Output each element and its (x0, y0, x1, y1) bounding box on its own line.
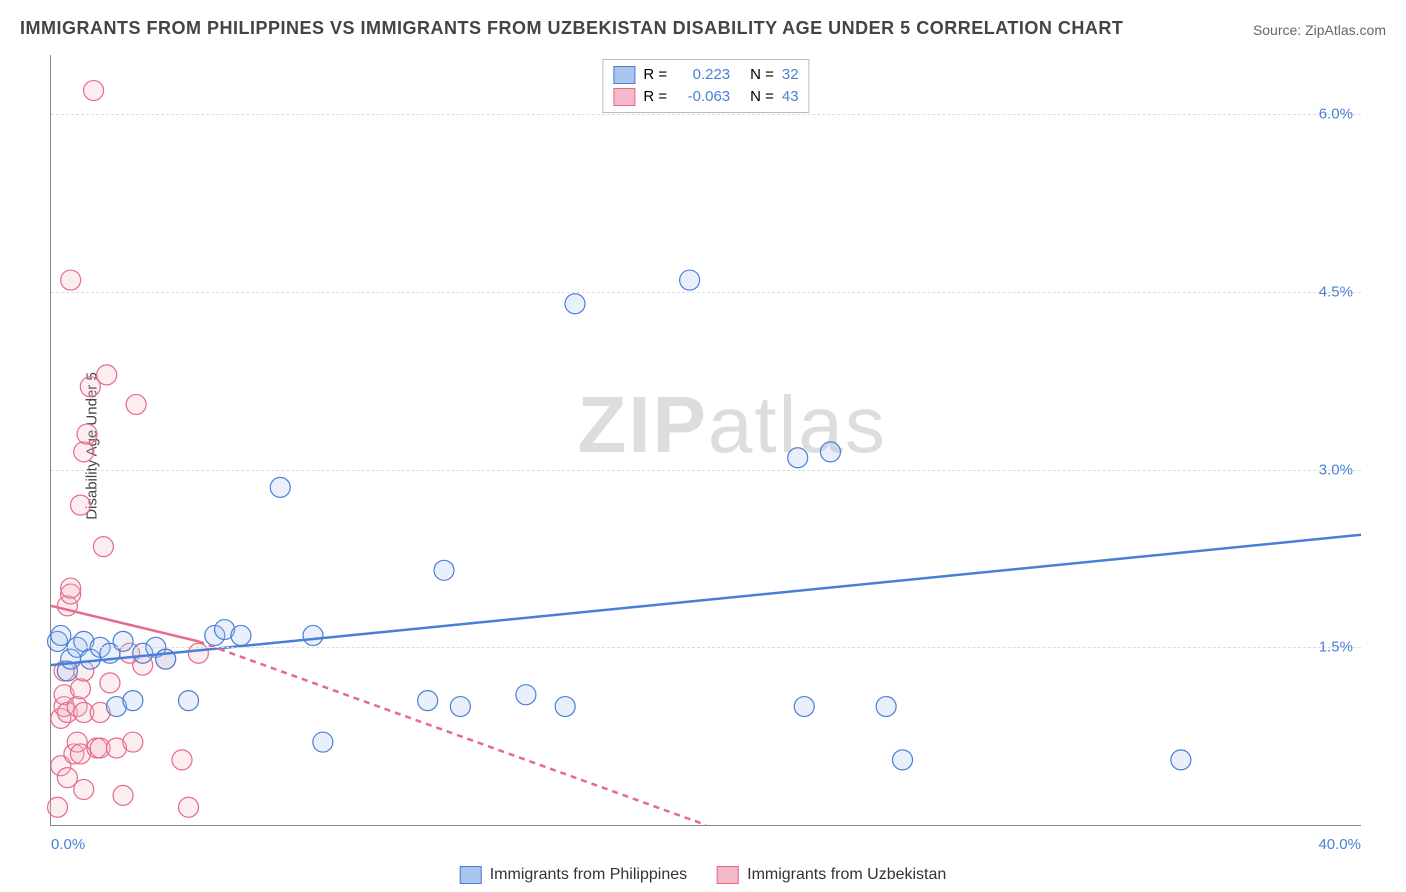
chart-title: IMMIGRANTS FROM PHILIPPINES VS IMMIGRANT… (20, 18, 1123, 39)
data-point (450, 697, 470, 717)
data-point (123, 732, 143, 752)
swatch-philippines (613, 66, 635, 84)
data-point (61, 270, 81, 290)
data-point (788, 448, 808, 468)
data-point (794, 697, 814, 717)
data-point (1171, 750, 1191, 770)
data-point (434, 560, 454, 580)
gridline (51, 292, 1361, 293)
data-point (820, 442, 840, 462)
data-point (77, 424, 97, 444)
data-point (516, 685, 536, 705)
swatch-philippines (460, 866, 482, 884)
data-point (303, 625, 323, 645)
legend-row-uzbekistan: R = -0.063 N = 43 (613, 86, 798, 108)
data-point (680, 270, 700, 290)
swatch-uzbekistan (717, 866, 739, 884)
data-point (84, 81, 104, 101)
data-point (555, 697, 575, 717)
trend-line (198, 641, 706, 825)
data-point (418, 691, 438, 711)
data-point (876, 697, 896, 717)
data-point (70, 679, 90, 699)
data-point (70, 495, 90, 515)
data-point (113, 785, 133, 805)
scatter-svg (51, 55, 1361, 825)
trend-line (51, 535, 1361, 665)
data-point (126, 394, 146, 414)
y-tick-label: 4.5% (1319, 283, 1353, 300)
y-tick-label: 6.0% (1319, 106, 1353, 123)
data-point (113, 631, 133, 651)
data-point (123, 691, 143, 711)
data-point (93, 537, 113, 557)
data-point (231, 625, 251, 645)
x-tick-label: 0.0% (51, 836, 85, 853)
data-point (74, 442, 94, 462)
data-point (97, 365, 117, 385)
gridline (51, 114, 1361, 115)
swatch-uzbekistan (613, 88, 635, 106)
x-tick-label: 40.0% (1318, 836, 1361, 853)
data-point (48, 797, 68, 817)
plot-area: ZIPatlas R = 0.223 N = 32 R = -0.063 N =… (50, 55, 1361, 826)
data-point (179, 797, 199, 817)
legend-item-philippines: Immigrants from Philippines (460, 866, 687, 884)
data-point (100, 673, 120, 693)
legend-item-uzbekistan: Immigrants from Uzbekistan (717, 866, 946, 884)
data-point (270, 477, 290, 497)
data-point (893, 750, 913, 770)
y-tick-label: 3.0% (1319, 461, 1353, 478)
correlation-legend: R = 0.223 N = 32 R = -0.063 N = 43 (602, 59, 809, 113)
data-point (565, 294, 585, 314)
legend-row-philippines: R = 0.223 N = 32 (613, 64, 798, 86)
data-point (188, 643, 208, 663)
series-legend: Immigrants from Philippines Immigrants f… (460, 866, 947, 884)
source-attribution: Source: ZipAtlas.com (1253, 22, 1386, 38)
gridline (51, 470, 1361, 471)
y-tick-label: 1.5% (1319, 639, 1353, 656)
data-point (172, 750, 192, 770)
data-point (74, 779, 94, 799)
data-point (313, 732, 333, 752)
data-point (179, 691, 199, 711)
gridline (51, 647, 1361, 648)
data-point (61, 578, 81, 598)
